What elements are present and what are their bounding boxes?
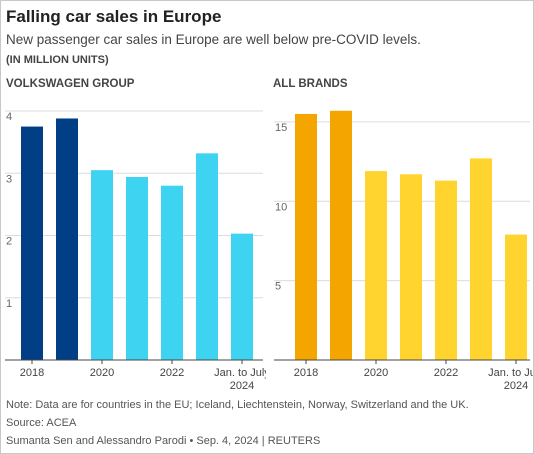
vw-bar — [161, 185, 183, 360]
all-y-tick-label: 5 — [275, 281, 281, 293]
all-y-tick-label: 15 — [275, 122, 287, 134]
all-bar — [470, 158, 492, 360]
vw-bar — [196, 153, 218, 360]
units-label: (IN MILLION UNITS) — [6, 54, 109, 66]
vw-bar — [21, 126, 43, 360]
vw-y-tick-label: 2 — [6, 236, 12, 248]
vw-bar — [231, 233, 253, 360]
all-x-tick-label: 2018 — [294, 367, 318, 379]
all-bar — [435, 180, 457, 360]
all-bar — [330, 110, 352, 360]
all-bar — [295, 113, 317, 360]
credit-line: Sumanta Sen and Alessandro Parodi • Sep.… — [6, 435, 321, 447]
footnote: Note: Data are for countries in the EU; … — [6, 399, 469, 411]
vw-y-tick-label: 3 — [6, 173, 12, 185]
vw-x-tick-label: 2020 — [90, 367, 114, 379]
chart-subtitle: New passenger car sales in Europe are we… — [6, 32, 421, 47]
vw-y-tick-label: 1 — [6, 298, 12, 310]
panel-title-all-brands: ALL BRANDS — [273, 78, 348, 90]
vw-x-tick-label: 2022 — [160, 367, 184, 379]
vw-x-tick-label: 2024 — [230, 380, 254, 392]
vw-bar — [56, 118, 78, 360]
all-x-tick-label: 2020 — [364, 367, 388, 379]
vw-x-tick-label: Jan. to July — [214, 367, 266, 379]
panel-title-volkswagen: VOLKSWAGEN GROUP — [6, 78, 135, 90]
vw-bar — [126, 176, 148, 360]
vw-y-tick-label: 4 — [6, 111, 12, 123]
source-line: Source: ACEA — [6, 417, 77, 429]
vw-x-tick-label: 2018 — [20, 367, 44, 379]
all-x-tick-label: 2022 — [434, 367, 458, 379]
all-x-tick-label: 2024 — [504, 380, 528, 392]
all-x-tick-label: Jan. to July — [488, 367, 533, 379]
all-bar — [505, 234, 527, 360]
all-y-tick-label: 10 — [275, 201, 287, 213]
vw-bar — [91, 170, 113, 360]
chart-title: Falling car sales in Europe — [6, 7, 222, 26]
all-bar — [400, 174, 422, 360]
all-bar — [365, 171, 387, 360]
